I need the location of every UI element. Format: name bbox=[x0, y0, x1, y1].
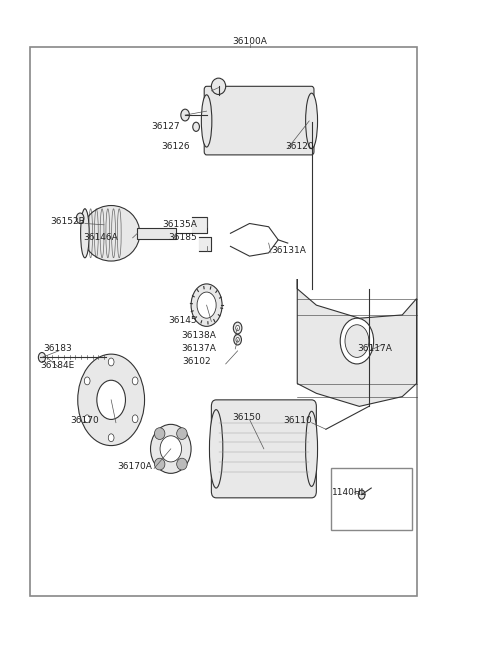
Ellipse shape bbox=[132, 377, 138, 385]
Ellipse shape bbox=[155, 428, 165, 440]
Ellipse shape bbox=[108, 358, 114, 366]
Ellipse shape bbox=[177, 428, 187, 440]
Text: 36146A: 36146A bbox=[84, 234, 118, 242]
Text: 36150: 36150 bbox=[232, 413, 261, 422]
Bar bbox=[137, 228, 176, 239]
Ellipse shape bbox=[236, 337, 240, 342]
Text: 36102: 36102 bbox=[183, 358, 211, 367]
Ellipse shape bbox=[306, 411, 318, 486]
Text: 36137A: 36137A bbox=[181, 344, 216, 354]
Ellipse shape bbox=[38, 352, 46, 362]
Ellipse shape bbox=[160, 436, 181, 462]
Ellipse shape bbox=[379, 339, 387, 350]
Ellipse shape bbox=[155, 458, 165, 470]
Text: 36135A: 36135A bbox=[162, 220, 197, 230]
Polygon shape bbox=[297, 279, 417, 406]
Text: 36138A: 36138A bbox=[181, 331, 216, 340]
Polygon shape bbox=[199, 237, 211, 251]
Ellipse shape bbox=[108, 434, 114, 441]
Ellipse shape bbox=[177, 458, 187, 470]
Ellipse shape bbox=[236, 325, 240, 331]
Text: 36131A: 36131A bbox=[271, 247, 306, 255]
Ellipse shape bbox=[76, 213, 84, 224]
Text: 36184E: 36184E bbox=[40, 361, 75, 370]
Text: 36183: 36183 bbox=[43, 344, 72, 354]
Ellipse shape bbox=[209, 409, 223, 488]
Text: 1140HL: 1140HL bbox=[333, 488, 367, 497]
Ellipse shape bbox=[151, 424, 191, 474]
Ellipse shape bbox=[78, 354, 144, 445]
Polygon shape bbox=[192, 217, 206, 234]
Bar bbox=[30, 47, 417, 596]
Text: 36100A: 36100A bbox=[232, 37, 267, 47]
Text: 36152B: 36152B bbox=[50, 217, 85, 226]
FancyBboxPatch shape bbox=[211, 400, 316, 498]
Ellipse shape bbox=[201, 95, 212, 147]
Ellipse shape bbox=[84, 415, 90, 422]
Text: 36127: 36127 bbox=[152, 122, 180, 131]
Text: 36126: 36126 bbox=[161, 142, 190, 151]
Ellipse shape bbox=[84, 377, 90, 385]
Ellipse shape bbox=[181, 109, 190, 121]
Text: 36170A: 36170A bbox=[118, 462, 153, 471]
Ellipse shape bbox=[193, 122, 199, 131]
Ellipse shape bbox=[83, 205, 140, 261]
Ellipse shape bbox=[234, 335, 241, 345]
Ellipse shape bbox=[197, 292, 216, 318]
Ellipse shape bbox=[211, 78, 226, 94]
Text: 36120: 36120 bbox=[285, 142, 314, 151]
Ellipse shape bbox=[233, 322, 242, 334]
Text: 36145: 36145 bbox=[168, 316, 197, 325]
FancyBboxPatch shape bbox=[204, 87, 314, 155]
Ellipse shape bbox=[97, 380, 125, 419]
Text: 36117A: 36117A bbox=[357, 344, 392, 354]
Ellipse shape bbox=[359, 490, 365, 499]
Ellipse shape bbox=[132, 415, 138, 422]
Text: 36185: 36185 bbox=[168, 234, 197, 242]
Ellipse shape bbox=[340, 318, 373, 364]
Ellipse shape bbox=[345, 325, 369, 358]
Bar bbox=[331, 468, 412, 531]
Text: 36110: 36110 bbox=[283, 417, 312, 425]
Ellipse shape bbox=[81, 209, 89, 258]
Text: 36170: 36170 bbox=[71, 417, 99, 425]
Ellipse shape bbox=[191, 284, 222, 327]
Ellipse shape bbox=[306, 93, 318, 149]
